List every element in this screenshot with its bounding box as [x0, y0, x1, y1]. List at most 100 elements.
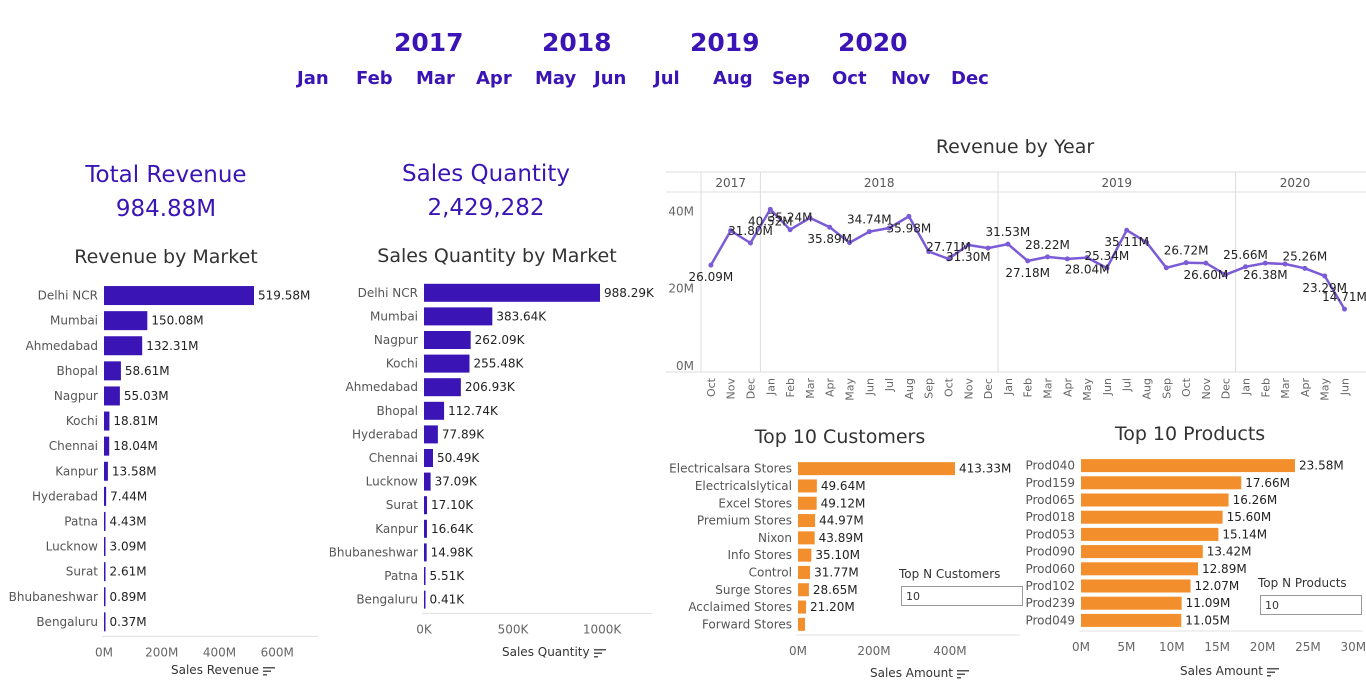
data-label: 13.42M — [1207, 545, 1252, 559]
sales-revenue-axis-title[interactable]: Sales Revenue — [171, 663, 276, 677]
year-filter-2020[interactable]: 2020 — [838, 28, 908, 57]
month-filter-sep[interactable]: Sep — [772, 68, 811, 89]
sales-quantity-by-market-chart: Delhi NCR 988.29K Mumbai 383.64K Nagpur 262.0… — [330, 283, 655, 636]
data-label: 35.98M — [887, 221, 932, 235]
bar — [424, 496, 428, 515]
x-tick-label: 200M — [145, 645, 178, 659]
bar — [1081, 510, 1223, 524]
sort-icon[interactable] — [1266, 667, 1279, 677]
bar — [798, 617, 806, 631]
sort-icon[interactable] — [263, 666, 276, 676]
month-filter-jun[interactable]: Jun — [594, 68, 627, 89]
data-label: 5.51K — [430, 569, 466, 583]
data-point — [1183, 260, 1189, 266]
year-filter-2017[interactable]: 2017 — [394, 28, 464, 57]
data-label: 413.33M — [959, 462, 1011, 476]
month-filter-feb[interactable]: Feb — [356, 68, 393, 89]
data-point — [1025, 258, 1031, 264]
month-filter-apr[interactable]: Apr — [476, 68, 512, 89]
x-tick-label: 10M — [1159, 640, 1185, 654]
products-sales-amount-axis-title[interactable]: Sales Amount — [1180, 664, 1279, 678]
x-tick-label: Sep — [923, 378, 936, 399]
bar — [424, 283, 600, 302]
x-tick-label: May — [1319, 378, 1332, 401]
revenue-by-market-chart: Delhi NCR 519.58M Mumbai 150.08M Ahmedabad 13… — [9, 286, 318, 659]
x-tick-label: 200M — [857, 644, 890, 658]
category-label: Kochi — [386, 357, 418, 371]
data-label: 11.09M — [1186, 596, 1231, 610]
year-filter-2019[interactable]: 2019 — [690, 28, 760, 57]
data-label: 383.64K — [496, 309, 547, 323]
x-tick-label: Apr — [1299, 378, 1312, 398]
data-label: 43.89M — [819, 531, 864, 545]
x-tick-label: Apr — [824, 378, 837, 398]
data-point — [946, 256, 951, 262]
data-point — [1045, 254, 1050, 260]
data-point — [807, 215, 813, 221]
sort-icon[interactable] — [593, 648, 606, 658]
data-label: 206.93K — [465, 380, 516, 394]
data-label: 31.53M — [986, 225, 1031, 239]
category-label: Bengaluru — [356, 593, 418, 607]
sort-icon[interactable] — [956, 669, 969, 679]
data-label: 16.26M — [1233, 493, 1278, 507]
x-tick-label: Jul — [883, 378, 896, 392]
bar — [104, 587, 106, 607]
data-point — [1322, 273, 1328, 279]
bar — [798, 548, 812, 562]
x-tick-label: May — [844, 378, 857, 401]
category-label: Ahmedabad — [346, 380, 418, 394]
data-point — [1144, 239, 1149, 245]
x-tick-label: 400M — [203, 645, 236, 659]
bar — [104, 562, 106, 582]
data-label: 13.58M — [112, 464, 157, 478]
month-filter-jul[interactable]: Jul — [654, 68, 680, 89]
month-filter-aug[interactable]: Aug — [713, 68, 753, 89]
month-filter-may[interactable]: May — [535, 68, 577, 89]
x-tick-label: 400M — [933, 644, 966, 658]
bar — [424, 590, 426, 609]
year-filter-2018[interactable]: 2018 — [542, 28, 612, 57]
data-label: 49.64M — [821, 479, 866, 493]
customers-sales-amount-axis-label: Sales Amount — [870, 666, 953, 680]
bar — [798, 531, 815, 545]
category-label: Surat — [66, 565, 99, 579]
data-label: 15.14M — [1222, 527, 1267, 541]
data-label: 50.49K — [437, 451, 480, 465]
data-point — [1262, 260, 1268, 266]
x-tick-label: 20M — [1250, 640, 1276, 654]
y-tick-label: 40M — [668, 204, 694, 218]
category-label: Acclaimed Stores — [688, 600, 792, 614]
x-tick-label: Nov — [962, 378, 975, 400]
category-label: Electricalslytical — [695, 479, 792, 493]
x-tick-label: Oct — [1180, 377, 1193, 397]
top-customers-title: Top 10 Customers — [754, 426, 926, 448]
data-label: 31.77M — [814, 565, 859, 579]
data-label: 35.10M — [815, 548, 860, 562]
data-point — [1104, 265, 1110, 271]
category-label: Prod018 — [1025, 510, 1075, 524]
month-filter-oct[interactable]: Oct — [832, 68, 867, 89]
category-label: Mumbai — [370, 309, 418, 323]
data-label: 18.81M — [113, 414, 158, 428]
total-revenue-label: Total Revenue — [85, 162, 247, 188]
x-tick-label: 25M — [1295, 640, 1321, 654]
month-filter-jan[interactable]: Jan — [297, 68, 329, 89]
month-filter-nov[interactable]: Nov — [891, 68, 931, 89]
data-label: 26.72M — [1164, 244, 1209, 258]
top-n-products-input[interactable] — [1260, 595, 1362, 615]
data-label: 28.04M — [1065, 263, 1110, 277]
revenue-by-year-chart: 40M 20M 0M 2017 Oct Nov Dec 2018 Jan Feb Mar Apr May… — [666, 171, 1366, 401]
sales-quantity-axis-title[interactable]: Sales Quantity — [502, 645, 606, 659]
data-point — [1203, 260, 1209, 266]
top-n-customers-input[interactable] — [901, 586, 1023, 606]
month-filter-dec[interactable]: Dec — [951, 68, 989, 89]
data-point — [965, 242, 971, 248]
month-filter-mar[interactable]: Mar — [416, 68, 455, 89]
year-header: 2019 — [1102, 176, 1133, 190]
x-tick-label: Mar — [804, 378, 817, 399]
customers-sales-amount-axis-title[interactable]: Sales Amount — [870, 666, 969, 680]
x-tick-label: Jan — [764, 378, 777, 396]
x-tick-label: Aug — [903, 378, 916, 399]
year-header: 2020 — [1280, 176, 1311, 190]
